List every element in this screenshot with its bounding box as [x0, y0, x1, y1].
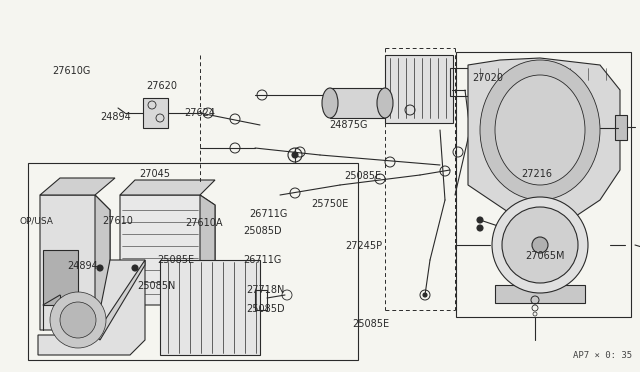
Polygon shape — [120, 180, 215, 195]
Bar — [160, 260, 260, 355]
Bar — [615, 115, 627, 140]
Text: 25085N: 25085N — [138, 282, 176, 291]
Polygon shape — [95, 195, 110, 330]
Text: 27610: 27610 — [102, 217, 133, 226]
Polygon shape — [120, 195, 215, 305]
Text: 27020: 27020 — [472, 73, 503, 83]
Text: 26711G: 26711G — [250, 209, 288, 219]
Bar — [330, 88, 385, 118]
Text: 27245P: 27245P — [346, 241, 383, 250]
Circle shape — [292, 152, 298, 158]
Text: 25085D: 25085D — [246, 304, 285, 314]
Bar — [450, 68, 468, 96]
Polygon shape — [40, 178, 115, 195]
Bar — [385, 55, 453, 123]
Polygon shape — [95, 260, 145, 340]
Circle shape — [423, 293, 427, 297]
Text: 25085D: 25085D — [243, 226, 282, 235]
Text: 24894: 24894 — [67, 261, 98, 271]
Text: 24875G: 24875G — [330, 121, 368, 130]
Text: 27718N: 27718N — [246, 285, 285, 295]
Text: 26711G: 26711G — [243, 256, 282, 265]
Circle shape — [502, 207, 578, 283]
Polygon shape — [468, 58, 620, 220]
Text: 27216: 27216 — [522, 169, 552, 179]
Text: 24894: 24894 — [100, 112, 131, 122]
Text: 25085E: 25085E — [352, 319, 389, 328]
Circle shape — [477, 225, 483, 231]
Bar — [495, 285, 585, 303]
Text: 27620: 27620 — [146, 81, 177, 91]
Circle shape — [477, 217, 483, 223]
Text: 27610G: 27610G — [52, 67, 91, 76]
Ellipse shape — [480, 60, 600, 200]
Bar — [43, 250, 78, 305]
Text: OP/USA: OP/USA — [19, 217, 53, 226]
Bar — [28, 163, 358, 360]
Text: 27624: 27624 — [184, 108, 215, 118]
Text: 25085E: 25085E — [157, 256, 194, 265]
Circle shape — [492, 197, 588, 293]
Bar — [456, 52, 631, 317]
Circle shape — [60, 302, 96, 338]
Text: 27610A: 27610A — [186, 218, 223, 228]
Text: 27065M: 27065M — [525, 251, 564, 261]
Polygon shape — [40, 195, 110, 330]
Circle shape — [97, 265, 103, 271]
Circle shape — [50, 292, 106, 348]
Text: AP7 × 0: 35: AP7 × 0: 35 — [573, 351, 632, 360]
Polygon shape — [200, 195, 215, 305]
Circle shape — [132, 265, 138, 271]
Text: 27045: 27045 — [140, 169, 170, 179]
Text: 25085E: 25085E — [344, 171, 381, 180]
Ellipse shape — [322, 88, 338, 118]
Bar — [255, 290, 267, 310]
Text: 25750E: 25750E — [312, 199, 349, 209]
Circle shape — [532, 237, 548, 253]
Bar — [143, 98, 168, 128]
Polygon shape — [38, 260, 145, 355]
Ellipse shape — [377, 88, 393, 118]
Ellipse shape — [495, 75, 585, 185]
